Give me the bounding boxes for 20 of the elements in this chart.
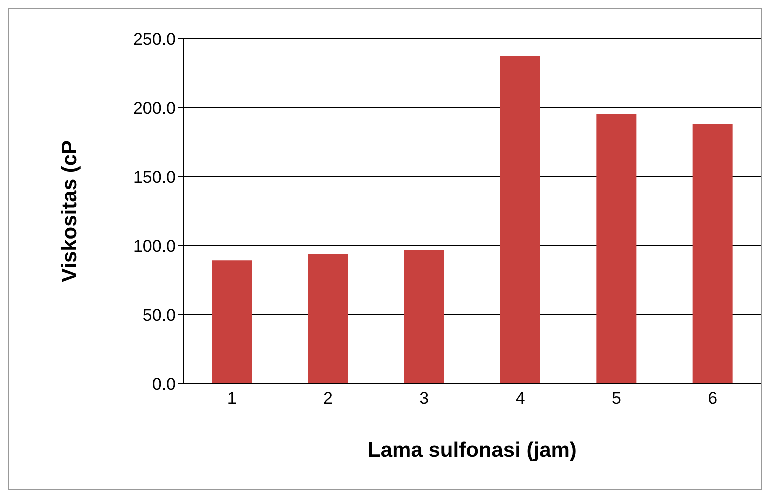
y-tick-label: 250.0 bbox=[133, 30, 176, 50]
y-tick-label: 0.0 bbox=[152, 375, 176, 394]
x-axis-title: Lama sulfonasi (jam) bbox=[368, 439, 577, 462]
x-tick-label: 5 bbox=[612, 389, 622, 408]
bar bbox=[212, 260, 252, 384]
x-tick-label: 4 bbox=[516, 389, 526, 408]
bar bbox=[596, 114, 637, 384]
y-tick-label: 100.0 bbox=[133, 237, 176, 256]
bar bbox=[308, 254, 348, 384]
y-axis-title: Viskositas (cP bbox=[58, 140, 82, 283]
x-tick-label: 3 bbox=[420, 389, 430, 408]
x-tick-label: 6 bbox=[708, 389, 718, 408]
y-tick-label: 50.0 bbox=[142, 306, 176, 326]
bar bbox=[500, 56, 540, 384]
y-tick-label: 200.0 bbox=[133, 99, 176, 118]
y-tick-label: 150.0 bbox=[133, 168, 176, 188]
x-tick-label: 2 bbox=[324, 389, 333, 408]
x-tick-label: 1 bbox=[227, 389, 237, 408]
bar bbox=[404, 250, 444, 384]
bar bbox=[692, 124, 733, 384]
